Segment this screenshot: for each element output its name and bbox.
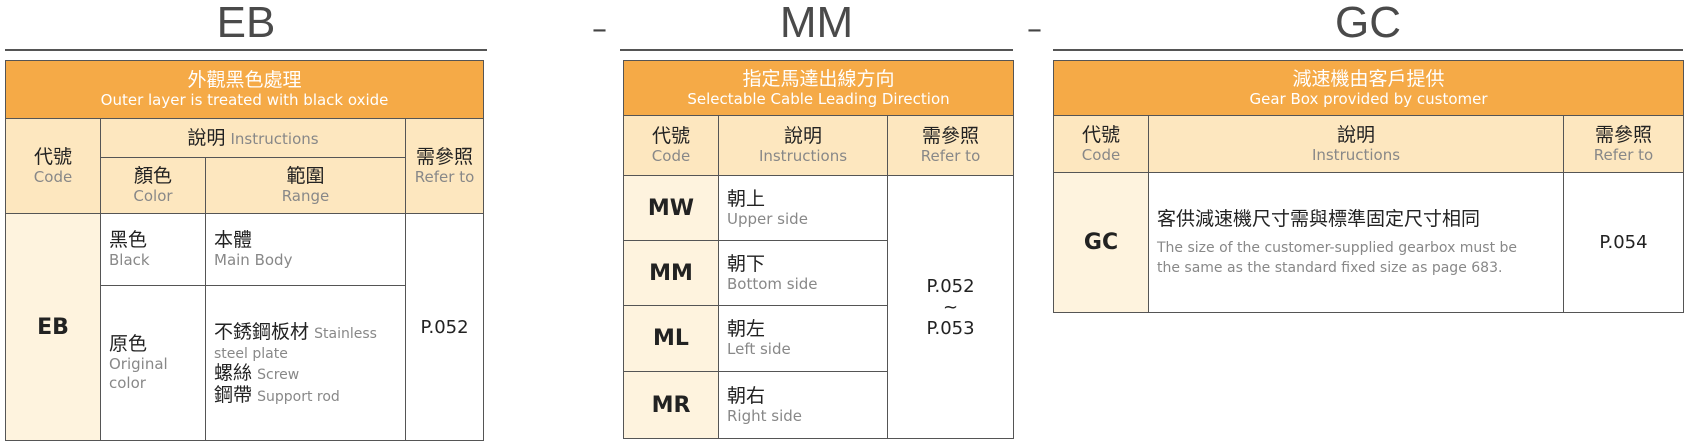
code-header: 代號 Code — [1053, 115, 1149, 173]
color-cell: 黑色 Black — [100, 213, 206, 286]
label: Stainless steel plate — [214, 325, 377, 362]
mm-title: MM — [779, 0, 854, 47]
code-cell: MW — [623, 175, 719, 241]
label: 本體 — [214, 229, 253, 251]
label: ~ — [942, 296, 959, 318]
color-header: 顏色 Color — [100, 157, 206, 214]
code-cell: GC — [1053, 172, 1149, 313]
header-zh: 減速機由客戶提供 — [1292, 67, 1445, 90]
eb-title: EB — [216, 0, 276, 47]
refer-cell: P.052 ~ P.053 — [886, 175, 1015, 439]
label: 朝左 — [727, 318, 766, 340]
divider — [5, 49, 487, 51]
code-cell: MM — [623, 240, 719, 306]
label: Right side — [727, 406, 802, 425]
header-zh: 外觀黑色處理 — [187, 69, 302, 91]
label: 說明 — [187, 127, 226, 149]
table-header: 指定馬達出線方向 Selectable Cable Leading Directi… — [622, 60, 1015, 116]
code-cell: MR — [623, 371, 719, 439]
instruction-cell: 客供減速機尺寸需與標準固定尺寸相同 The size of the custome… — [1148, 172, 1564, 313]
label: Black — [109, 251, 150, 269]
refer-cell: P.054 — [1563, 172, 1684, 313]
label: 朝右 — [727, 384, 766, 407]
label: 說明 — [1336, 123, 1375, 146]
label: 需參照 — [1594, 123, 1652, 146]
label: Support rod — [257, 388, 340, 405]
label: Instructions — [1311, 145, 1401, 164]
label: Refer to — [920, 147, 981, 165]
eb-table: 外觀黑色處理 Outer layer is treated with black … — [4, 60, 485, 441]
code-header: 代號 Code — [5, 118, 101, 214]
label: 朝下 — [727, 252, 766, 275]
label: 客供減速機尺寸需與標準固定尺寸相同 — [1157, 207, 1481, 230]
header-en: Outer layer is treated with black oxide — [100, 91, 389, 109]
label: 說明 — [783, 125, 822, 147]
header-en: Gear Box provided by customer — [1249, 89, 1488, 108]
label: P.053 — [926, 317, 975, 339]
label: Refer to — [1593, 145, 1654, 164]
label: 範圍 — [286, 165, 325, 187]
color-cell: 原色 Original color — [100, 285, 206, 441]
instruction-cell: 朝下 Bottom side — [718, 240, 888, 306]
label: 螺絲 — [214, 361, 253, 384]
label: Code — [33, 167, 73, 186]
instructions-header: 說明 Instructions — [718, 115, 888, 176]
label: 黑色 — [109, 229, 148, 251]
code-header: 代號 Code — [623, 115, 719, 176]
label: P.052 — [926, 275, 975, 297]
label: The size of the customer-supplied gearbo… — [1157, 239, 1518, 276]
label: 需參照 — [416, 145, 474, 168]
label: 不銹鋼板材 — [214, 320, 310, 343]
label: Left side — [727, 340, 791, 358]
range-header: 範圍 Range — [205, 157, 406, 214]
refer-cell: P.052 — [404, 213, 485, 441]
label: Instructions — [230, 130, 319, 148]
code-cell: EB — [5, 213, 101, 441]
gc-table: 減速機由客戶提供 Gear Box provided by customer 代號… — [1053, 60, 1684, 313]
label: Instructions — [758, 147, 848, 165]
label: 代號 — [651, 125, 690, 147]
refer-header: 需參照 Refer to — [886, 115, 1015, 176]
divider — [620, 49, 1013, 51]
instructions-header: 說明 Instructions — [100, 118, 406, 158]
range-cell: 不銹鋼板材 Stainless steel plate 螺絲 Screw 鋼帶 … — [205, 285, 406, 441]
header-zh: 指定馬達出線方向 — [742, 67, 895, 90]
label: Bottom side — [727, 274, 818, 293]
code-cell: ML — [623, 305, 719, 372]
instruction-cell: 朝右 Right side — [718, 371, 888, 439]
instructions-header: 說明 Instructions — [1148, 115, 1564, 173]
label: Main Body — [214, 251, 293, 269]
range-cell: 本體 Main Body — [205, 213, 406, 286]
gc-title: GC — [1335, 0, 1401, 47]
label: 代號 — [1081, 123, 1120, 146]
label: Code — [1081, 145, 1121, 164]
table-header: 外觀黑色處理 Outer layer is treated with black … — [4, 60, 485, 119]
divider — [1053, 49, 1683, 51]
label: Range — [281, 187, 330, 205]
header-en: Selectable Cable Leading Direction — [687, 89, 950, 108]
label: 顏色 — [133, 165, 172, 187]
mm-table: 指定馬達出線方向 Selectable Cable Leading Directi… — [622, 60, 1015, 439]
label: 鋼帶 — [214, 383, 253, 406]
instruction-cell: 朝左 Left side — [718, 305, 888, 372]
label: 原色 — [109, 333, 148, 355]
label: 朝上 — [727, 187, 766, 210]
instruction-cell: 朝上 Upper side — [718, 175, 888, 241]
label: Upper side — [727, 209, 808, 228]
separator: – — [592, 12, 607, 47]
refer-header: 需參照 Refer to — [404, 118, 485, 214]
table-header: 減速機由客戶提供 Gear Box provided by customer — [1053, 60, 1684, 116]
label: 代號 — [33, 145, 72, 168]
refer-header: 需參照 Refer to — [1563, 115, 1684, 173]
label: Original color — [109, 355, 168, 392]
label: Screw — [257, 366, 300, 383]
label: Code — [651, 147, 691, 165]
label: Color — [133, 187, 173, 205]
label: Refer to — [414, 167, 475, 186]
separator: – — [1027, 12, 1042, 47]
label: 需參照 — [922, 125, 980, 147]
